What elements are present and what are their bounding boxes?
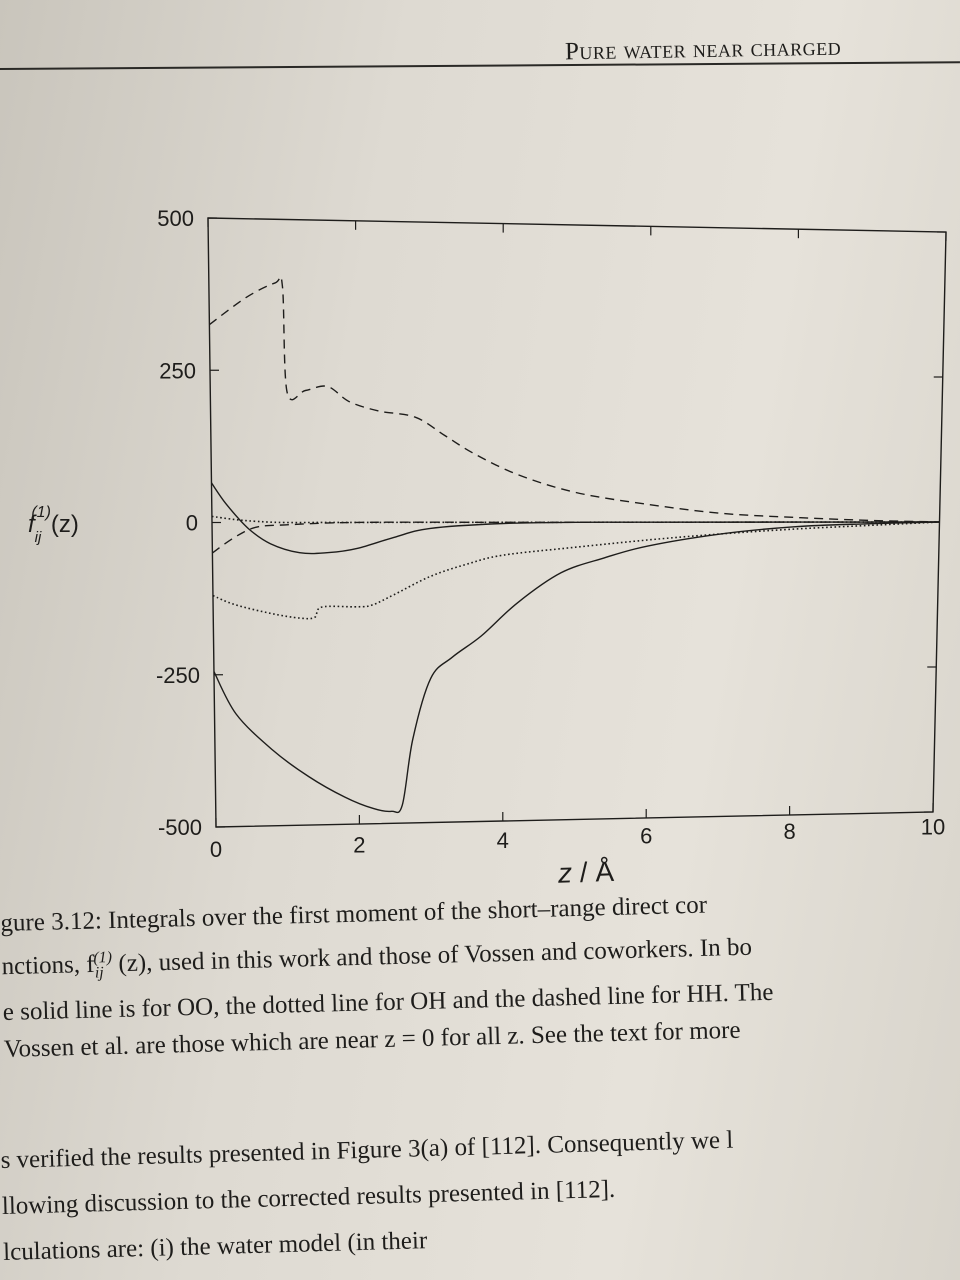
- series-line-dotted-2: [212, 521, 940, 620]
- y-tick-label: 250: [159, 358, 196, 383]
- x-tick-label: 2: [353, 833, 365, 858]
- body-text: s verified the results presented in Figu…: [0, 1110, 960, 1276]
- x-tick-label: 0: [210, 837, 222, 862]
- axis-ticks: [207, 217, 947, 828]
- y-tick-label: -250: [156, 663, 200, 688]
- series-line-dashed-3: [208, 275, 940, 523]
- y-tick-label: 500: [157, 206, 194, 231]
- y-tick-label: 0: [186, 511, 198, 536]
- series-line-solid-1: [210, 482, 940, 555]
- chart-figure: 0 2 4 6 8 10 500 250 0 -250 -500 fij(1)(z) z / Å: [28, 206, 947, 889]
- x-tick-label: 8: [783, 819, 795, 844]
- x-axis-label: z / Å: [556, 856, 614, 889]
- x-tick-label: 6: [640, 824, 652, 849]
- x-tick-label: 10: [921, 815, 945, 840]
- series-lines: [208, 275, 940, 814]
- tick-labels: 0 2 4 6 8 10 500 250 0 -250 -500: [156, 206, 945, 862]
- x-tick-label: 4: [497, 828, 509, 853]
- figure-caption: gure 3.12: Integrals over the first mome…: [0, 879, 960, 1068]
- series-line-dotted-5: [211, 515, 940, 524]
- series-line-dashed-4: [211, 521, 940, 554]
- series-line-solid-0: [213, 521, 940, 814]
- caption-fn-symbol: ij(1): [93, 949, 113, 982]
- y-axis-label: fij(1)(z): [28, 504, 79, 546]
- y-tick-label: -500: [158, 815, 202, 840]
- header-rule: [0, 61, 960, 70]
